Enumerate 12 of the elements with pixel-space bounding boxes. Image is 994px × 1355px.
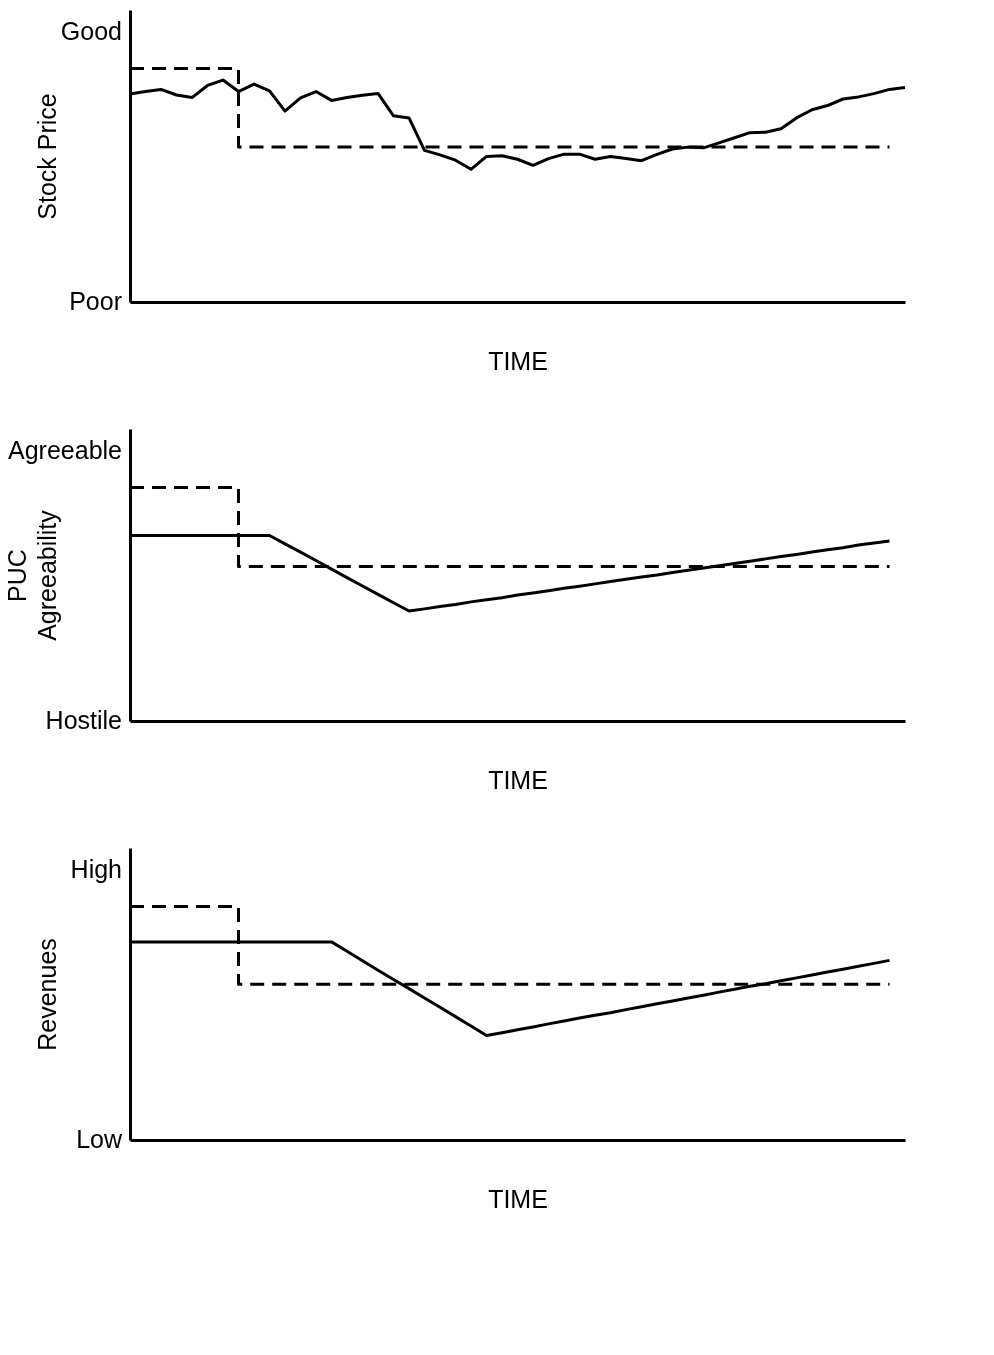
x-axis-title: TIME (488, 346, 548, 375)
y-axis-title: Stock Price (32, 93, 61, 220)
x-axis-title: TIME (488, 765, 548, 794)
text: Hostile (45, 706, 122, 734)
text: Low (76, 1125, 123, 1153)
text: Poor (69, 287, 122, 315)
y-axis-title: Revenues (32, 938, 61, 1051)
x-axis-title: TIME (488, 1184, 548, 1213)
text: Good (60, 17, 122, 45)
text: Agreeable (8, 436, 122, 464)
y-axis-title: PUC Agreeability (2, 509, 61, 641)
text: High (70, 855, 122, 883)
